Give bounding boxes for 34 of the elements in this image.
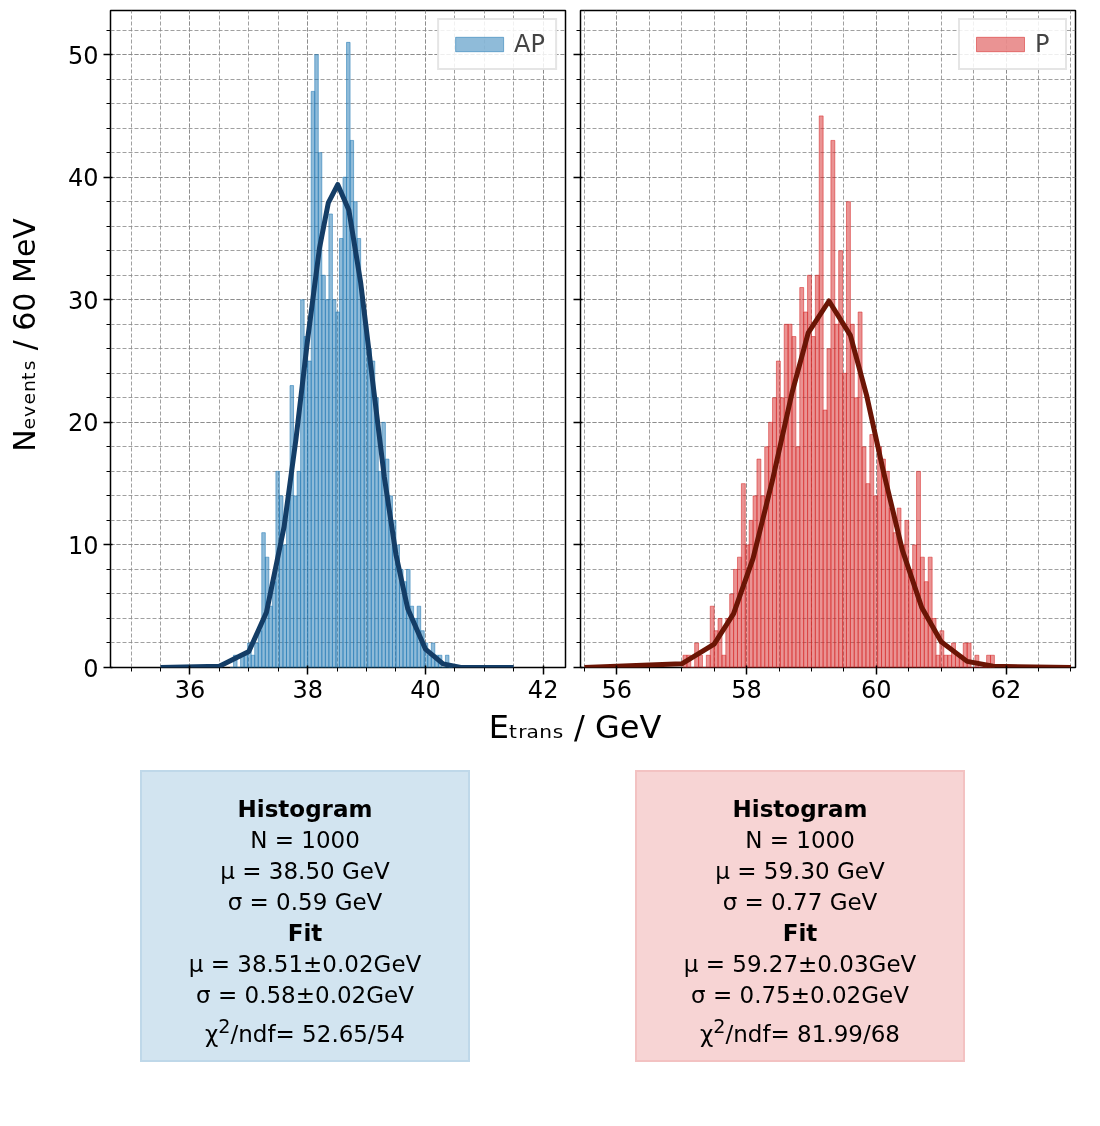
y-tick-label: 20 — [67, 409, 99, 438]
y-tick-label: 40 — [67, 164, 99, 193]
legend-label: AP — [514, 30, 545, 58]
text: Histogram — [236, 795, 374, 824]
text: Fit — [781, 919, 819, 948]
text: N = 1000 — [744, 826, 856, 855]
x-tick-label: 62 — [990, 675, 1022, 704]
legend-label: P — [1035, 30, 1051, 58]
text: μ = 38.51±0.02GeV — [187, 950, 423, 979]
x-tick-label: 40 — [410, 675, 441, 704]
text: σ = 0.77 GeV — [721, 888, 879, 917]
y-axis-title: Nₑᵥₑₙₜₛ / 60 MeV — [5, 218, 43, 452]
x-tick-label: 38 — [292, 675, 323, 704]
text: N = 1000 — [249, 826, 361, 855]
x-tick-label: 56 — [601, 675, 633, 704]
text: σ = 0.59 GeV — [226, 888, 384, 917]
text: μ = 59.30 GeV — [714, 857, 886, 886]
x-axis-title: Eₜᵣₐₙₛ / GeV — [487, 707, 663, 748]
text: χ$^{2}$/ndf= 81.99/68 — [699, 1014, 901, 1049]
x-tick-label: 42 — [527, 675, 559, 704]
text: Histogram — [731, 795, 869, 824]
y-tick-label: 10 — [67, 531, 99, 560]
text: μ = 59.27±0.03GeV — [682, 950, 918, 979]
x-tick-label: 60 — [861, 675, 892, 704]
y-tick-label: 0 — [83, 654, 99, 683]
y-tick-label: 30 — [67, 286, 99, 315]
text: σ = 0.58±0.02GeV — [195, 981, 415, 1010]
x-tick-label: 36 — [174, 675, 206, 704]
text: σ = 0.75±0.02GeV — [690, 981, 910, 1010]
text: Fit — [286, 919, 324, 948]
x-tick-label: 58 — [731, 675, 762, 704]
y-tick-label: 50 — [67, 41, 99, 70]
text: μ = 38.50 GeV — [219, 857, 391, 886]
text: χ$^{2}$/ndf= 52.65/54 — [204, 1014, 406, 1049]
